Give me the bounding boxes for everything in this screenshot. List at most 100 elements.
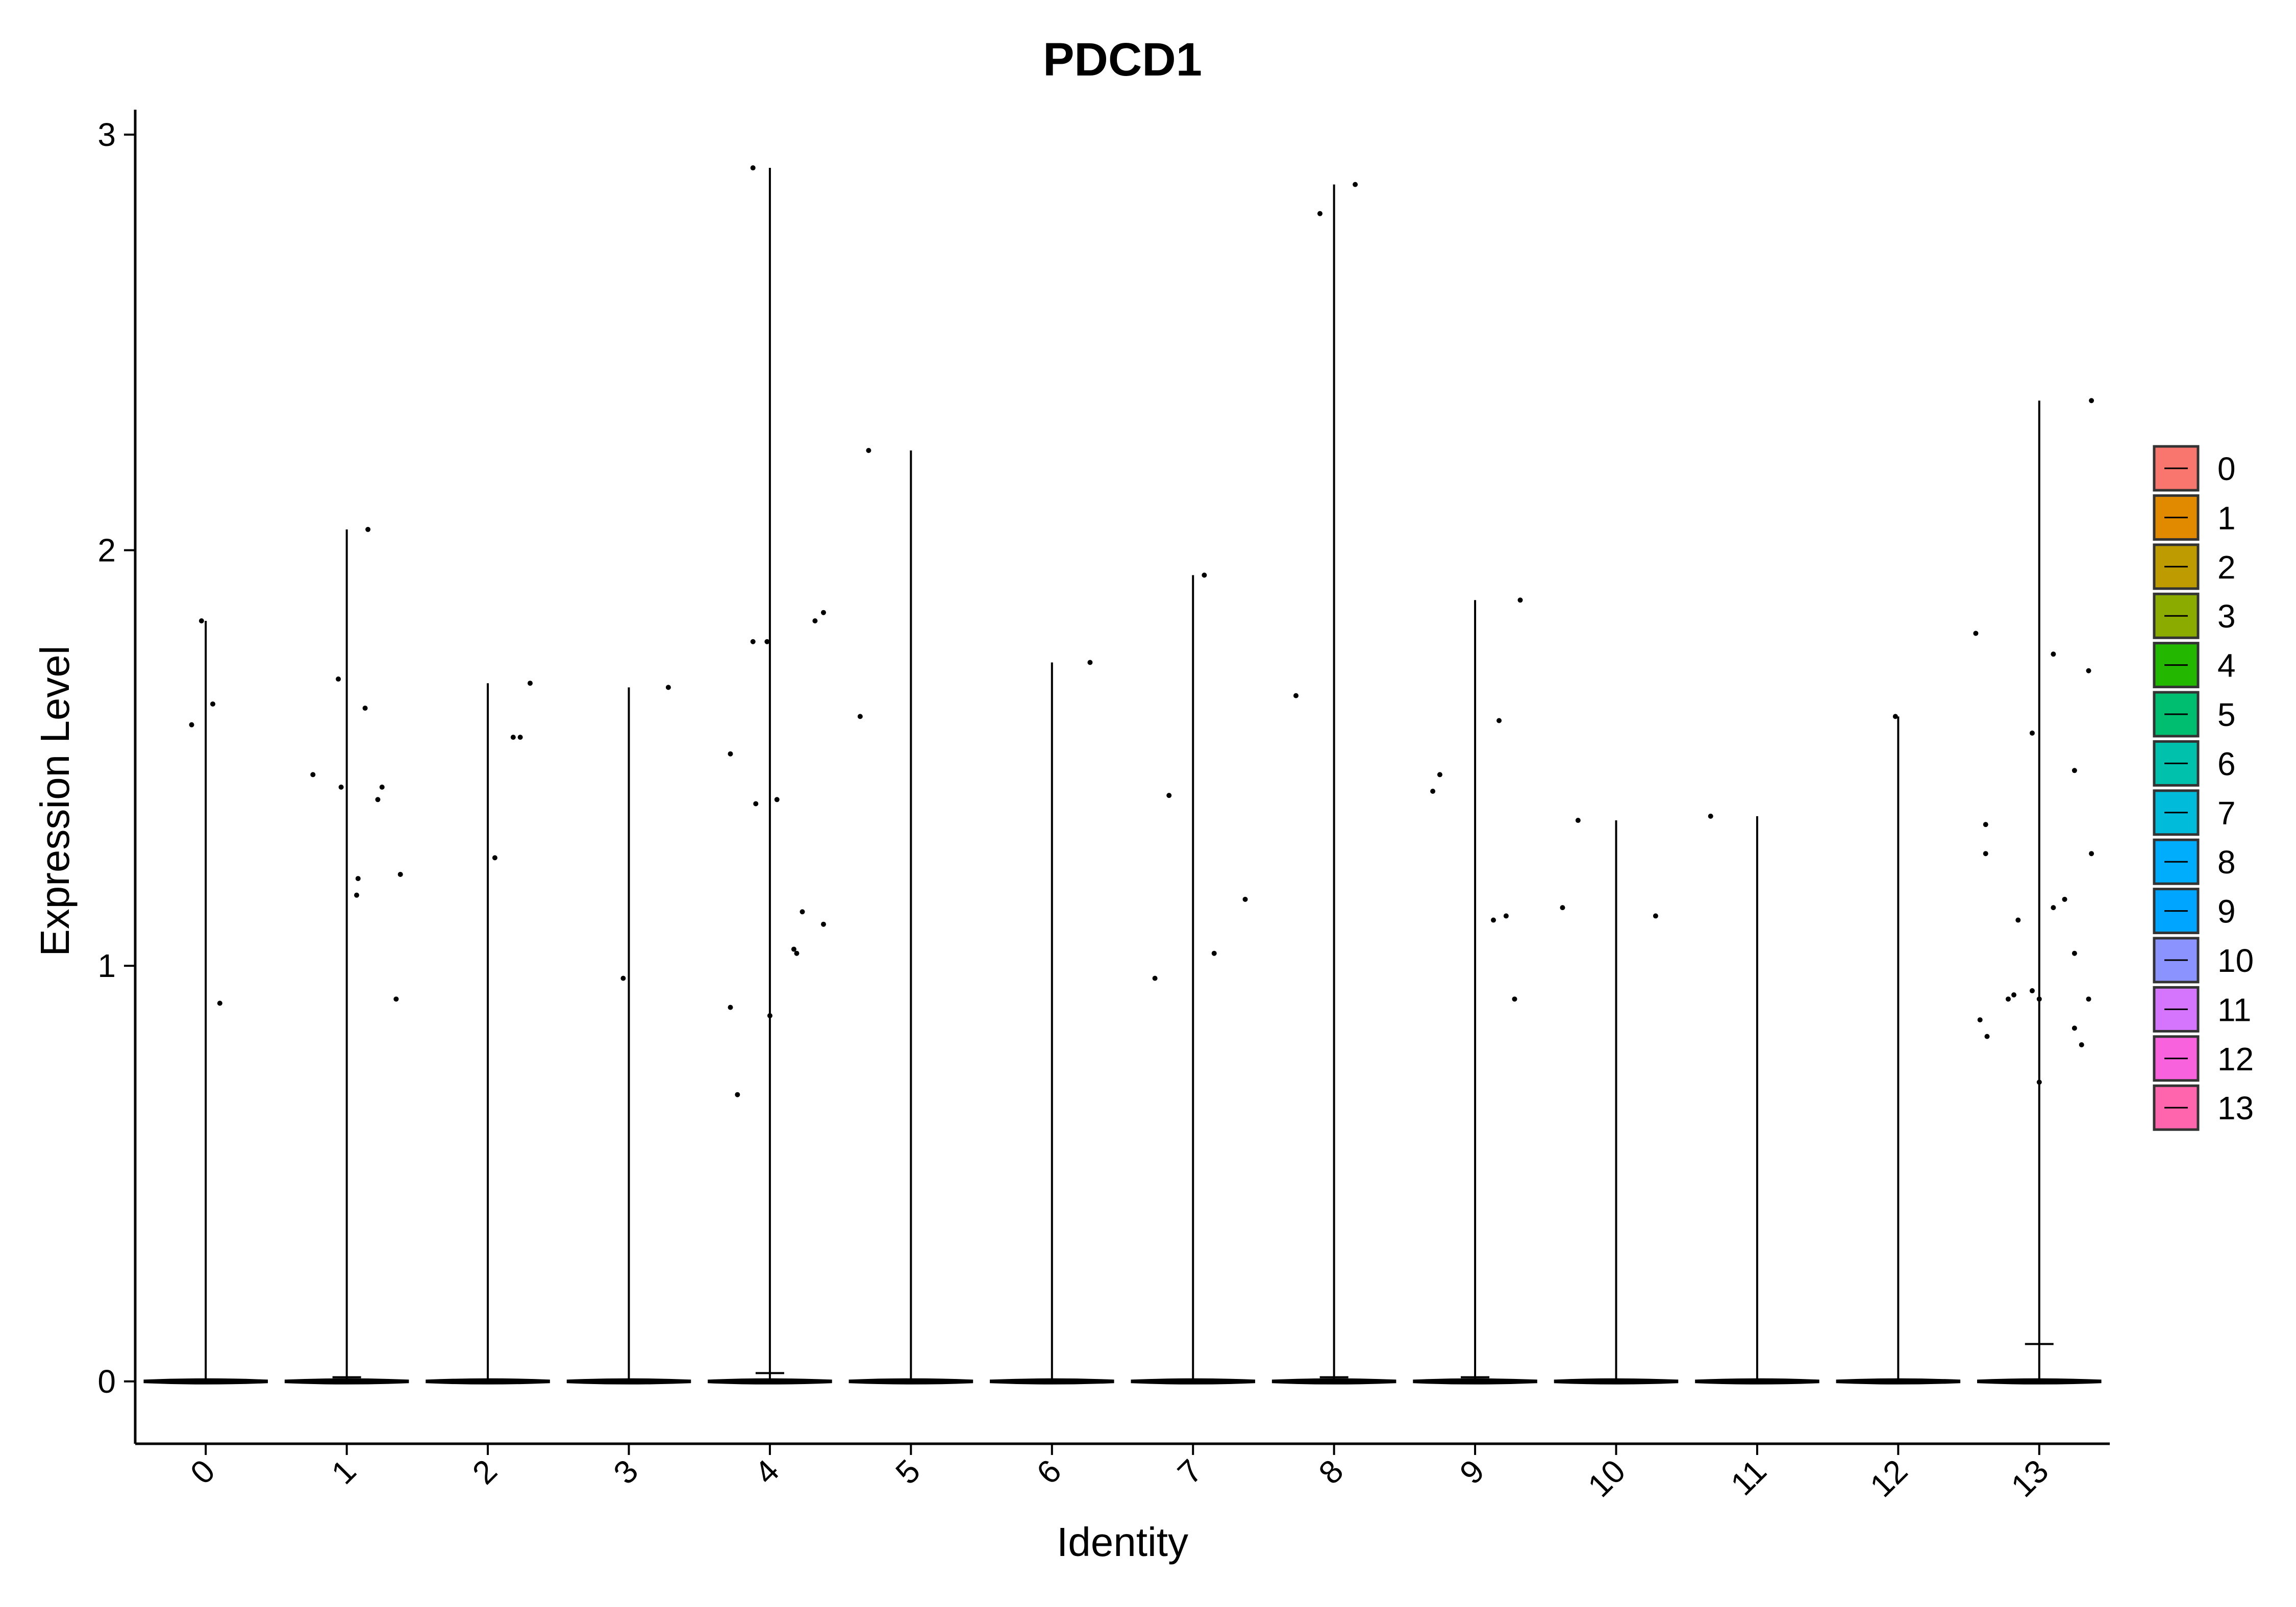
data-point	[528, 681, 533, 686]
data-point	[1983, 851, 1988, 857]
legend-label: 13	[2217, 1090, 2254, 1126]
violin-7	[1131, 575, 1255, 1385]
data-point	[794, 950, 800, 956]
legend-item-13: 13	[2153, 1084, 2254, 1131]
data-point	[2072, 768, 2077, 773]
legend-label: 12	[2217, 1041, 2254, 1077]
data-point	[198, 618, 204, 624]
data-point	[362, 706, 368, 711]
legend-item-0: 0	[2153, 445, 2236, 492]
chart-title: PDCD1	[1043, 34, 1202, 86]
data-point	[820, 921, 826, 927]
x-tick-label: 13	[2004, 1452, 2055, 1504]
violin-1	[284, 529, 409, 1385]
legend-item-3: 3	[2153, 592, 2236, 639]
data-point	[735, 1092, 740, 1097]
data-point	[2011, 992, 2017, 998]
data-point	[1437, 772, 1442, 777]
violin-13	[1977, 400, 2102, 1385]
data-point	[338, 784, 344, 790]
data-point	[2051, 905, 2056, 911]
y-tick-label: 3	[97, 116, 116, 153]
legend-item-10: 10	[2153, 937, 2254, 984]
legend-label: 0	[2217, 450, 2236, 487]
legend-key	[2153, 986, 2200, 1033]
data-point	[820, 610, 826, 615]
data-point	[812, 618, 818, 624]
data-point	[767, 1013, 772, 1018]
data-point	[1317, 211, 1322, 216]
data-point	[2036, 1079, 2042, 1085]
data-point	[1242, 896, 1248, 902]
data-point	[365, 526, 371, 532]
data-point	[1152, 975, 1158, 981]
y-tick-label: 2	[97, 532, 116, 569]
data-point	[1984, 1034, 1990, 1039]
x-tick-label: 0	[183, 1452, 222, 1491]
data-point	[1353, 182, 1358, 187]
violin-2	[426, 683, 550, 1385]
data-point	[2029, 988, 2035, 994]
x-tick-label: 6	[1030, 1452, 1068, 1491]
data-point	[1496, 718, 1502, 723]
data-point	[189, 722, 194, 727]
data-point	[1517, 597, 1523, 603]
data-point	[310, 772, 316, 777]
legend-label: 3	[2217, 598, 2236, 635]
x-tick-label: 7	[1170, 1452, 1209, 1491]
data-point	[1512, 996, 1517, 1002]
data-point	[750, 639, 756, 644]
data-point	[510, 735, 516, 740]
data-point	[2072, 1025, 2077, 1031]
data-point	[393, 996, 399, 1002]
x-tick-label: 10	[1581, 1452, 1632, 1504]
data-point	[2015, 917, 2021, 923]
data-point	[1653, 913, 1658, 919]
data-point	[1293, 693, 1299, 698]
data-point	[1202, 572, 1207, 578]
data-point	[774, 797, 780, 802]
data-point	[217, 1000, 222, 1006]
data-point	[1977, 1017, 1983, 1023]
legend-item-8: 8	[2153, 838, 2236, 885]
data-point	[1211, 950, 1217, 956]
x-tick-label: 9	[1453, 1452, 1491, 1491]
data-point	[2051, 651, 2056, 657]
data-point	[2029, 730, 2035, 736]
legend-item-7: 7	[2153, 789, 2236, 836]
data-point	[397, 871, 403, 877]
violin-8	[1271, 184, 1396, 1385]
x-axis-title: Identity	[1057, 1519, 1188, 1565]
legend-label: 5	[2217, 696, 2236, 733]
point-layer	[189, 165, 2094, 1097]
y-axis-title: Expression Level	[32, 645, 78, 956]
legend-label: 4	[2217, 647, 2236, 684]
violin-0	[143, 621, 268, 1385]
data-point	[2062, 896, 2067, 902]
violin-12	[1836, 716, 1961, 1385]
data-point	[1560, 905, 1565, 911]
data-point	[1087, 660, 1093, 665]
legend-item-5: 5	[2153, 691, 2236, 738]
data-point	[2079, 1042, 2084, 1047]
data-point	[492, 855, 497, 861]
data-point	[1892, 714, 1898, 719]
data-point	[1430, 789, 1436, 794]
legend-item-11: 11	[2153, 986, 2251, 1033]
x-tick-label: 2	[465, 1452, 504, 1491]
data-point	[210, 701, 216, 707]
data-point	[2089, 851, 2094, 857]
data-point	[336, 676, 341, 682]
data-point	[728, 1005, 733, 1010]
y-tick-label: 1	[97, 947, 116, 984]
data-point	[379, 784, 385, 790]
data-point	[2005, 996, 2011, 1002]
x-tick-label: 4	[747, 1452, 786, 1491]
y-tick-label: 0	[97, 1363, 116, 1400]
legend-item-9: 9	[2153, 888, 2236, 935]
data-point	[1973, 631, 1979, 636]
data-point	[1503, 913, 1509, 919]
